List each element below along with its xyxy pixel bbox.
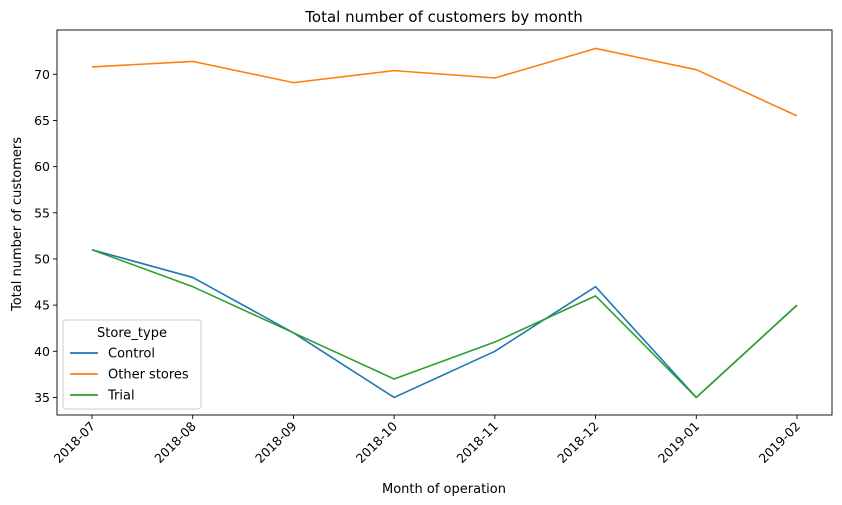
x-tick-label: 2019-02 (756, 419, 804, 467)
y-tick-label: 70 (34, 67, 50, 82)
series-line-control (91, 248, 798, 399)
series-line-other-stores (91, 47, 798, 117)
legend-label: Other stores (108, 368, 189, 383)
x-tick-label: 2018-10 (353, 418, 401, 466)
y-tick-label: 50 (34, 251, 50, 266)
legend-title: Store_type (97, 326, 167, 341)
legend-label: Trial (107, 389, 135, 404)
series-line-trial (91, 248, 798, 399)
y-tick-label: 45 (34, 298, 50, 313)
x-tick-label: 2018-12 (554, 419, 602, 467)
plot-area (56, 29, 833, 416)
y-tick-label: 55 (34, 205, 50, 220)
plot-frame (56, 29, 833, 416)
x-tick-label: 2019-01 (655, 419, 703, 467)
x-tick-label: 2018-09 (252, 418, 300, 466)
y-axis-title: Total number of customers (10, 137, 25, 312)
x-tick-label: 2018-11 (453, 419, 501, 467)
y-axis: 35 40 45 50 55 60 65 70 (34, 67, 57, 405)
x-axis: 2018-07 2018-08 2018-09 2018-10 2018-11 2018-… (51, 415, 804, 467)
chart-title: Total number of customers by month (304, 8, 582, 26)
legend-label: Control (108, 347, 155, 362)
y-tick-label: 65 (34, 113, 50, 128)
y-tick-label: 60 (34, 159, 50, 174)
x-tick-label: 2018-08 (151, 418, 199, 466)
legend-box (62, 319, 202, 410)
y-tick-label: 40 (34, 344, 50, 359)
x-axis-title: Month of operation (382, 482, 506, 497)
legend: Store_type Control Other stores Trial (62, 319, 202, 410)
x-tick-label: 2018-07 (51, 419, 99, 467)
series-lines (91, 47, 798, 399)
y-tick-label: 35 (34, 390, 50, 405)
